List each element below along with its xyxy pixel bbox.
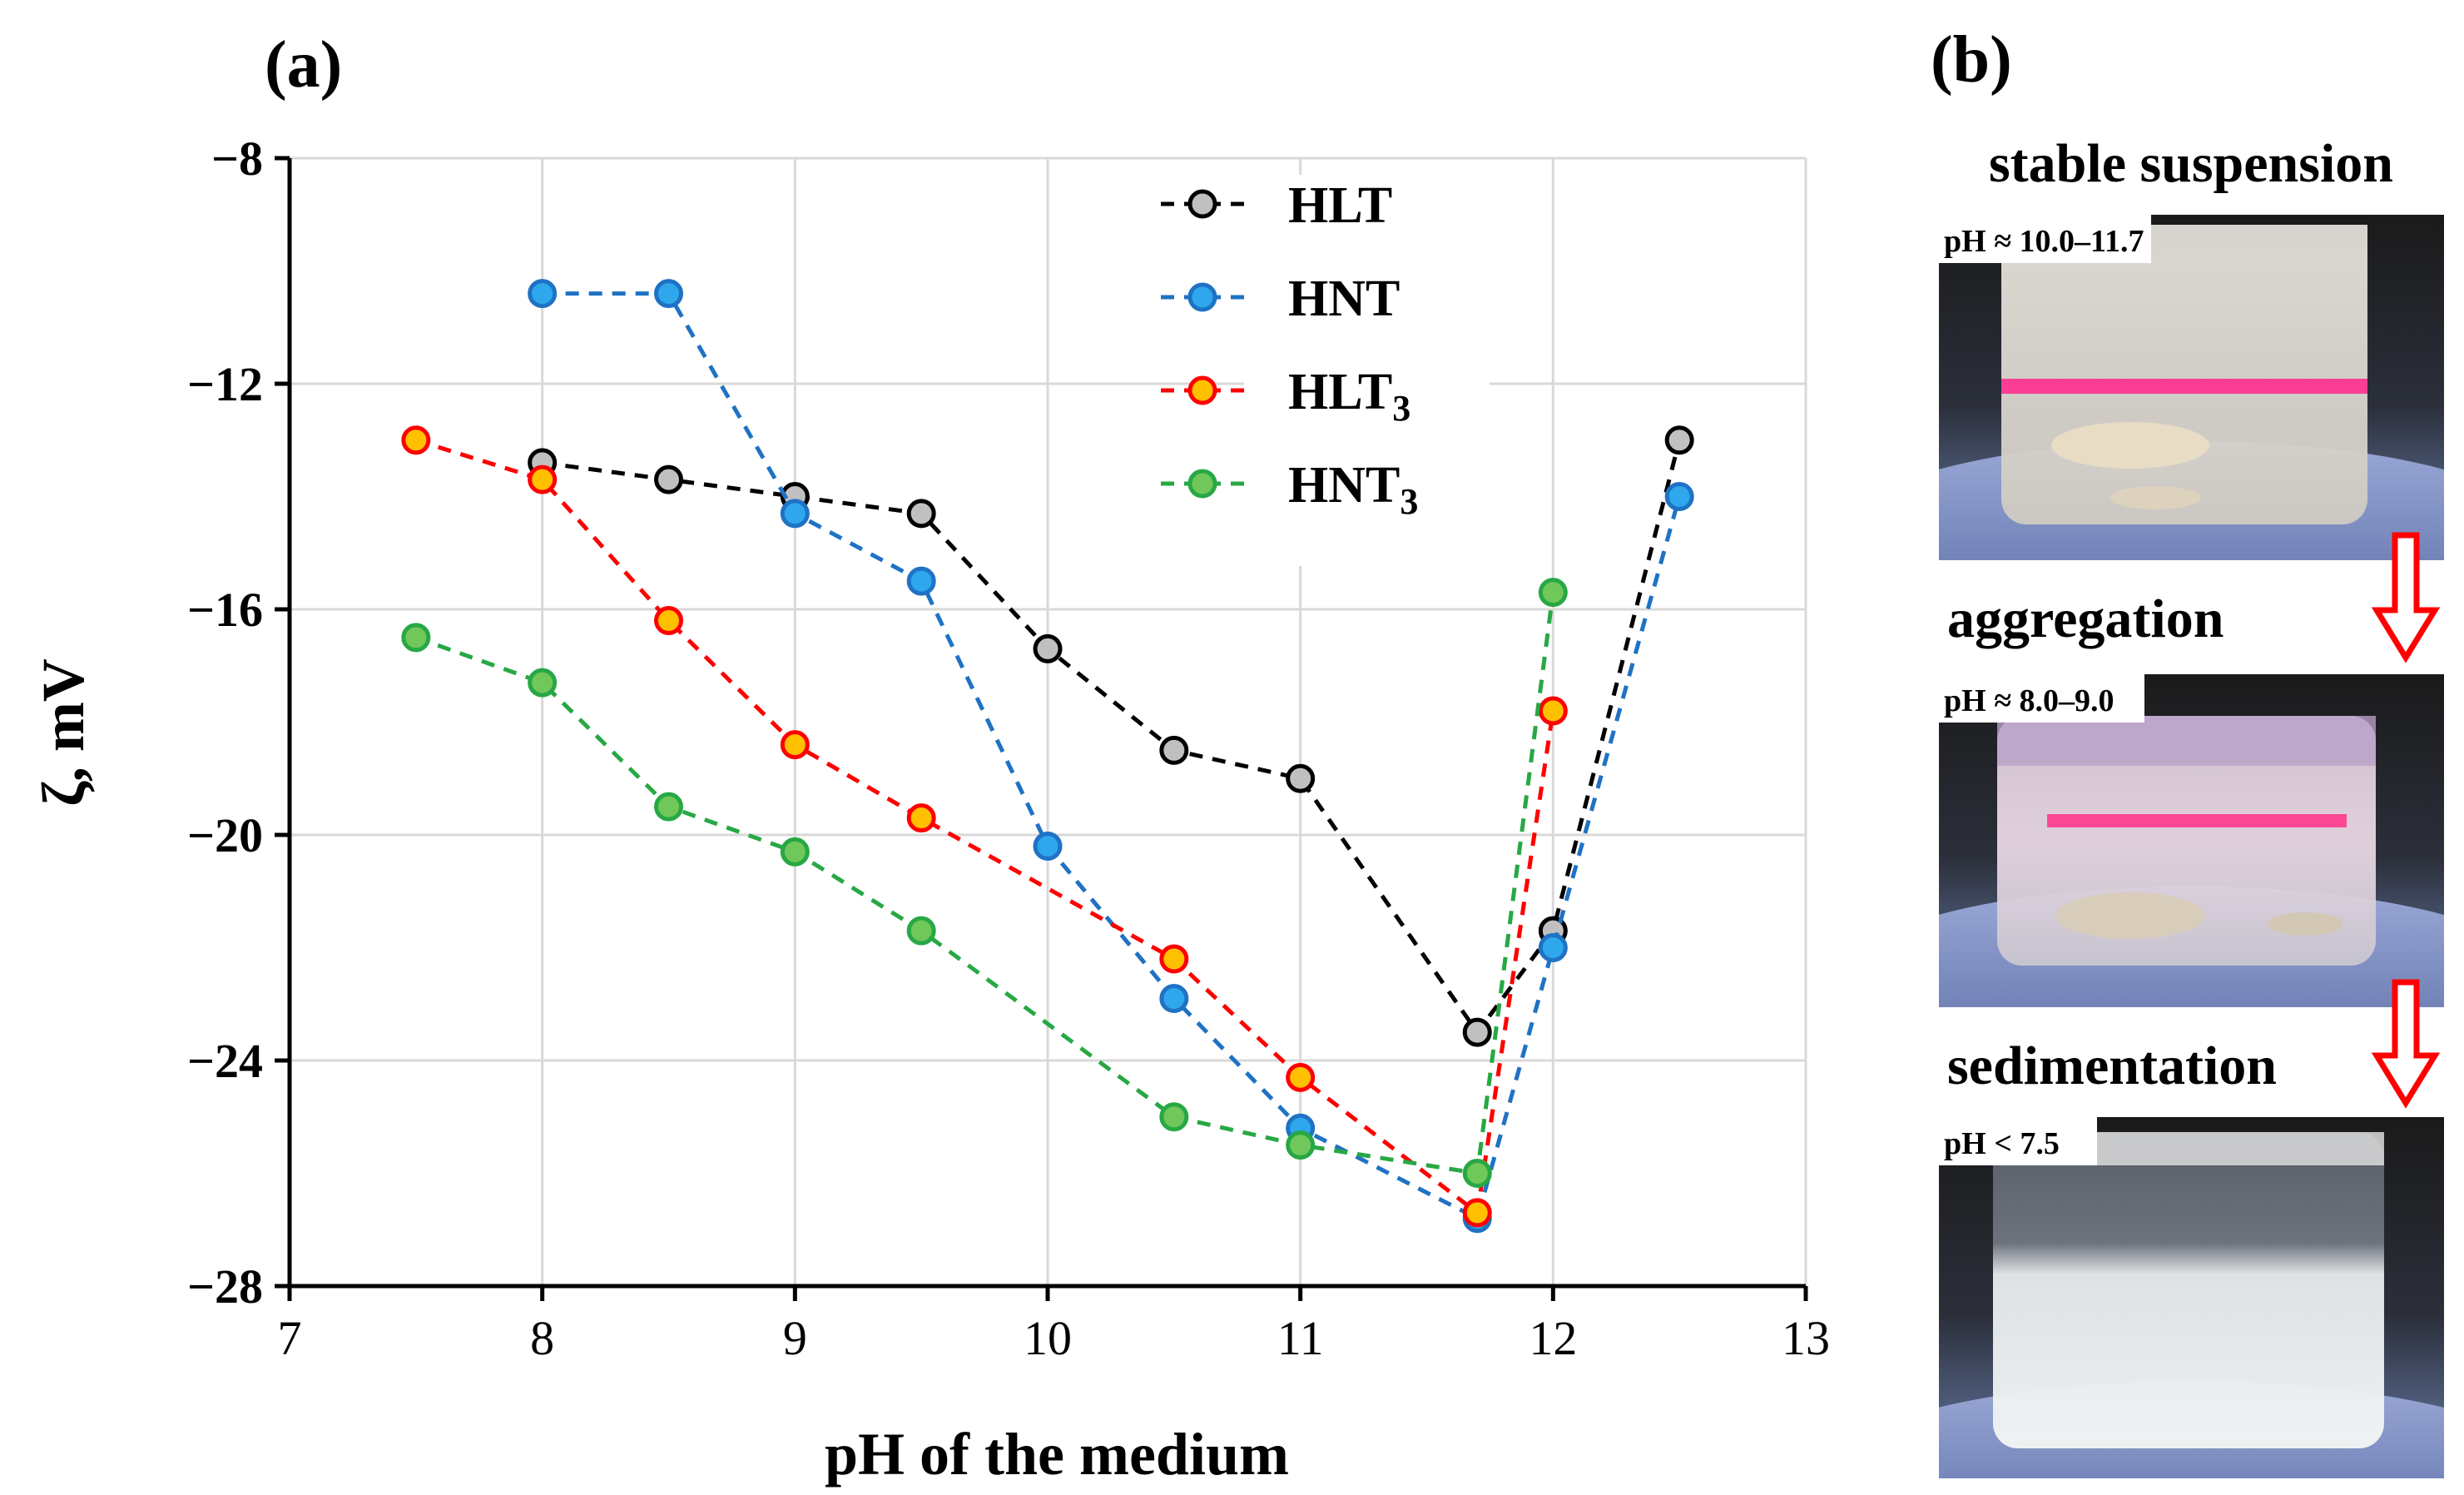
legend-label-hlt: HLT — [1288, 177, 1392, 234]
data-point-hlt3 — [401, 425, 431, 455]
photo-caption-aggregation: aggregation — [1947, 589, 2224, 649]
y-tick-label: −20 — [187, 808, 263, 862]
data-point-hnt3 — [780, 837, 810, 867]
photo-caption-sedimentation: sedimentation — [1947, 1036, 2277, 1096]
data-point-hlt3 — [780, 730, 810, 760]
data-point-hlt — [654, 464, 683, 494]
ph-label-sedimentation: pH < 7.5 — [1944, 1126, 2060, 1161]
data-point-hlt — [906, 499, 936, 529]
data-point-hnt3 — [1462, 1159, 1492, 1188]
ph-label-box-aggregation — [1939, 674, 2144, 723]
panel-a-label: (a) — [265, 28, 342, 102]
y-axis-label: ζ, mV — [30, 658, 97, 807]
data-point-hnt — [1159, 983, 1189, 1013]
data-point-hnt3 — [906, 916, 936, 946]
ph-label-aggregation: pH ≈ 8.0–9.0 — [1944, 683, 2114, 718]
panel-b-photos: stable suspension pH ≈ 10.0–11.7 aggrega… — [1939, 133, 2444, 1478]
y-tick-label: −28 — [187, 1259, 263, 1314]
panel-b-label: (b) — [1931, 23, 2012, 97]
data-point-hlt3 — [1462, 1198, 1492, 1228]
series-line-hlt — [542, 440, 1682, 1036]
y-tick-label: −12 — [187, 357, 263, 411]
ph-label-stable: pH ≈ 10.0–11.7 — [1944, 224, 2144, 259]
data-point-hlt3 — [1159, 944, 1189, 974]
legend: HLT HNT HLT3 HNT3 — [1161, 177, 1418, 522]
data-point-hnt3 — [528, 668, 558, 698]
data-point-hnt — [1538, 933, 1568, 962]
data-point-hnt3 — [1538, 578, 1568, 608]
zeta-potential-chart: 7 8 9 10 11 12 13−8−12−16−20−24−28 HLTHNTHLT3H… — [30, 132, 1830, 1488]
legend-marker-hlt — [1187, 189, 1217, 219]
y-tick-label: −8 — [211, 132, 263, 186]
ph-label-box-stable — [1939, 215, 2151, 263]
data-point-hlt3 — [906, 803, 936, 833]
arrow-down-icon — [2371, 979, 2441, 1109]
data-point-hnt3 — [1286, 1130, 1316, 1160]
data-point-hnt — [780, 499, 810, 529]
x-tick-label: 7 — [278, 1311, 302, 1365]
data-point-hnt — [528, 279, 558, 309]
data-point-hlt — [1664, 425, 1694, 455]
photo-sedimentation — [1939, 1117, 2444, 1478]
x-tick-label: 13 — [1782, 1311, 1830, 1365]
series-line-hnt — [542, 291, 1682, 1222]
legend-label-hnt3: HNT3 — [1288, 457, 1418, 522]
data-point-hlt3 — [1286, 1062, 1316, 1092]
grid — [290, 156, 1807, 1286]
data-point-hlt — [1286, 763, 1316, 793]
x-tick-label: 10 — [1024, 1311, 1072, 1365]
arrow-down-icon — [2371, 532, 2441, 663]
series-line-hlt3 — [415, 438, 1555, 1217]
data-point-hnt3 — [654, 792, 683, 822]
y-tick-label: −24 — [187, 1034, 263, 1088]
data-point-hlt3 — [528, 464, 558, 494]
data-point-hnt3 — [401, 623, 431, 653]
data-point-hlt — [1033, 633, 1063, 663]
y-tick-label: −16 — [187, 583, 263, 637]
axes: 7 8 9 10 11 12 13 −8 −12 −16 −20 −24 −28 — [187, 132, 1830, 1365]
x-tick-label: 8 — [530, 1311, 554, 1365]
legend-marker-hnt3 — [1187, 469, 1217, 499]
photo-stable — [1939, 215, 2444, 560]
data-point-hlt — [1159, 735, 1189, 765]
ph-label-box-sedimentation — [1939, 1117, 2097, 1165]
data-point-hlt3 — [1538, 696, 1568, 726]
legend-background — [1244, 175, 1490, 566]
series-line-hnt3 — [414, 592, 1555, 1176]
legend-label-hnt: HNT — [1288, 271, 1400, 327]
x-tick-label: 12 — [1529, 1311, 1577, 1365]
photo-aggregation — [1939, 674, 2444, 1007]
data-point-hnt — [906, 566, 936, 596]
data-point-hlt3 — [654, 606, 683, 636]
legend-label-hlt3: HLT3 — [1288, 364, 1410, 429]
legend-marker-hnt — [1187, 282, 1217, 312]
legend-marker-hlt3 — [1187, 375, 1217, 405]
data-point-hlt — [1462, 1017, 1492, 1047]
data-point-hnt — [1664, 482, 1694, 511]
data-point-hnt — [654, 279, 683, 309]
photo-caption-stable: stable suspension — [1989, 133, 2393, 194]
data-point-hnt — [1033, 832, 1063, 862]
series-layer — [401, 279, 1694, 1234]
x-axis-label: pH of the medium — [825, 1421, 1289, 1488]
x-tick-label: 11 — [1277, 1311, 1324, 1365]
data-point-hnt3 — [1159, 1102, 1189, 1132]
x-tick-label: 9 — [783, 1311, 807, 1365]
